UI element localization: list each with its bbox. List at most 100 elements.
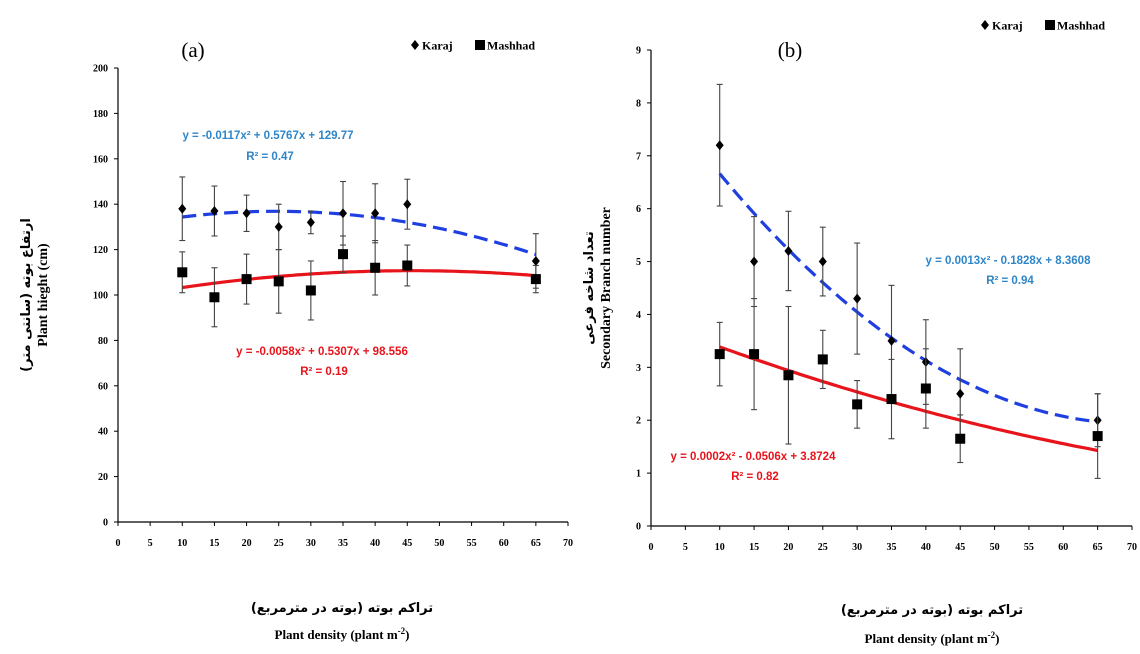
data-point-mashhad xyxy=(338,249,348,260)
data-point-mashhad xyxy=(177,267,188,278)
x-axis-title-fa: تراکم بوته (بوته در مترمربع) xyxy=(841,603,1023,618)
y-tick-label: 160 xyxy=(93,154,108,165)
x-axis-title-sup: -2 xyxy=(398,626,406,636)
x-axis-title-main: Plant density (plant m xyxy=(275,627,398,642)
y-tick-label: 4 xyxy=(636,310,641,321)
x-tick-label: 45 xyxy=(955,542,965,553)
legend-mashhad-label: Mashhad xyxy=(487,39,535,53)
x-tick-label: 30 xyxy=(852,542,862,553)
panel-label: (a) xyxy=(181,38,204,62)
x-tick-label: 55 xyxy=(1024,542,1034,553)
x-tick-label: 35 xyxy=(887,542,897,553)
data-point-karaj xyxy=(818,256,827,267)
x-axis-title-tail: ) xyxy=(995,631,999,646)
data-point-karaj xyxy=(371,208,380,219)
y-tick-label: 0 xyxy=(103,518,108,529)
y-tick-label: 140 xyxy=(93,200,108,211)
x-tick-label: 25 xyxy=(818,542,828,553)
legend-mashhad-label: Mashhad xyxy=(1057,19,1105,33)
x-tick-label: 5 xyxy=(683,542,688,553)
x-tick-label: 50 xyxy=(990,542,1000,553)
y-tick-label: 100 xyxy=(93,291,108,302)
data-point-karaj xyxy=(531,255,540,266)
data-point-karaj xyxy=(242,208,251,219)
data-point-mashhad xyxy=(370,262,381,273)
data-point-karaj xyxy=(306,217,315,228)
trendline-karaj xyxy=(718,172,1098,424)
r-squared-karaj: R² = 0.94 xyxy=(986,275,1034,287)
data-point-karaj xyxy=(784,245,793,256)
data-point-mashhad xyxy=(1092,431,1103,442)
x-tick-label: 0 xyxy=(649,542,654,553)
y-tick-label: 7 xyxy=(636,151,641,162)
r-squared-mashhad: R² = 0.82 xyxy=(731,471,779,483)
x-tick-label: 60 xyxy=(1058,542,1068,553)
x-tick-label: 0 xyxy=(116,538,121,549)
data-point-karaj xyxy=(715,140,724,151)
x-tick-label: 70 xyxy=(1127,542,1137,553)
data-point-karaj xyxy=(210,206,219,217)
data-point-mashhad xyxy=(305,285,316,296)
x-axis-title-main: Plant density (plant m xyxy=(865,631,988,646)
equation-karaj: y = -0.0117x² + 0.5767x + 129.77 xyxy=(182,130,353,142)
y-axis-title-fa: ارتفاع بوته (سانتی متر) xyxy=(19,218,34,372)
r-squared-karaj: R² = 0.47 xyxy=(246,151,294,163)
legend-karaj-label: Karaj xyxy=(992,19,1023,33)
y-tick-label: 180 xyxy=(93,109,108,120)
x-tick-label: 35 xyxy=(338,538,348,549)
y-tick-label: 8 xyxy=(636,98,641,109)
trendline-mashhad xyxy=(182,269,537,290)
y-tick-label: 5 xyxy=(636,257,641,268)
y-axis-title-fa: تعداد شاخه فرعی xyxy=(582,231,597,344)
data-point-mashhad xyxy=(209,292,220,303)
chart-panel-a: 0 5 10 15 20 25 30 35 40 45 50 55 60 65 70 0 20 40 60 80 100… xyxy=(19,38,573,642)
data-point-mashhad xyxy=(241,274,252,285)
data-point-mashhad xyxy=(749,349,760,360)
y-tick-label: 6 xyxy=(636,204,641,215)
y-tick-label: 1 xyxy=(636,469,641,480)
x-tick-label: 20 xyxy=(783,542,793,553)
equation-mashhad: y = -0.0058x² + 0.5307x + 98.556 xyxy=(236,346,408,358)
data-point-mashhad xyxy=(530,274,541,285)
data-point-karaj xyxy=(750,256,759,267)
x-axis-title-sup: -2 xyxy=(988,630,996,640)
y-tick-label: 80 xyxy=(98,336,108,347)
x-axis-title: Plant density (plant m-2) xyxy=(275,626,410,642)
panel-label: (b) xyxy=(778,38,803,62)
x-tick-label: 65 xyxy=(1093,542,1103,553)
series-karaj: y = 0.0013x² - 0.1828x + 8.3608 R² = 0.94 xyxy=(715,83,1102,448)
r-squared-mashhad: R² = 0.19 xyxy=(300,366,348,378)
legend-mashhad-marker xyxy=(475,40,485,50)
data-point-karaj xyxy=(274,221,283,232)
x-tick-label: 5 xyxy=(148,538,153,549)
x-tick-label: 10 xyxy=(715,542,725,553)
x-tick-label: 10 xyxy=(177,538,187,549)
equation-mashhad: y = 0.0002x² - 0.0506x + 3.8724 xyxy=(671,451,837,463)
y-tick-label: 20 xyxy=(98,472,108,483)
legend: Karaj Mashhad xyxy=(411,39,535,53)
y-axis-title: Secondary Branch number xyxy=(599,207,614,369)
data-point-karaj xyxy=(956,388,965,399)
x-tick-label: 15 xyxy=(209,538,219,549)
legend-karaj-label: Karaj xyxy=(422,39,453,53)
data-point-karaj xyxy=(853,293,862,304)
x-axis-title: Plant density (plant m-2) xyxy=(865,630,1000,646)
x-tick-label: 55 xyxy=(467,538,477,549)
x-tick-label: 20 xyxy=(242,538,252,549)
data-point-mashhad xyxy=(402,260,413,271)
data-point-mashhad xyxy=(817,354,828,365)
series-karaj: y = -0.0117x² + 0.5767x + 129.77 R² = 0.4… xyxy=(178,130,540,289)
x-axis-title-fa: تراکم بوته (بوته در مترمربع) xyxy=(251,601,433,616)
trendline-mashhad xyxy=(719,345,1098,453)
x-tick-label: 40 xyxy=(921,542,931,553)
data-point-mashhad xyxy=(920,383,931,394)
y-axis-title: Plant hieght (cm) xyxy=(36,243,51,347)
legend-karaj-marker xyxy=(411,40,419,50)
legend-karaj-marker xyxy=(981,20,989,30)
x-axis-title-tail: ) xyxy=(405,627,409,642)
y-tick-label: 0 xyxy=(636,522,641,533)
y-tick-label: 3 xyxy=(636,363,641,374)
y-tick-label: 9 xyxy=(636,46,641,57)
